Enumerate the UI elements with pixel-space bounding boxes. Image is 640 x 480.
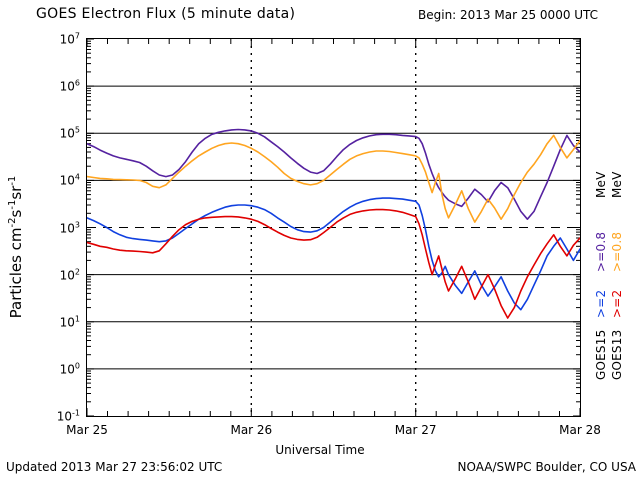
- x-tick-label: Mar 25: [66, 423, 108, 437]
- y-tick-label: 103: [59, 220, 80, 235]
- begin-time-label: Begin: 2013 Mar 25 0000 UTC: [418, 8, 599, 22]
- x-axis-title: Universal Time: [0, 443, 640, 457]
- x-tick-label: Mar 26: [230, 423, 273, 437]
- legend-goes13-unit: MeV: [610, 171, 624, 198]
- y-axis-title: Particles cm-2s-1sr-1: [7, 175, 25, 319]
- y-tick-label: 106: [59, 78, 80, 94]
- updated-timestamp: Updated 2013 Mar 27 23:56:02 UTC: [6, 460, 223, 474]
- y-tick-label: 105: [59, 125, 80, 141]
- y-tick-label: 102: [59, 267, 80, 283]
- page-title: GOES Electron Flux (5 minute data): [36, 6, 296, 22]
- y-tick-label: 10-1: [56, 408, 80, 424]
- legend-goes15-unit: MeV: [594, 171, 608, 198]
- y-tick-label: 104: [59, 172, 80, 188]
- legend-goes15-2mev: >=2: [594, 289, 608, 318]
- legend-goes13-2mev: >=2: [610, 289, 624, 318]
- y-tick-label: 100: [59, 361, 80, 377]
- x-tick-label: Mar 27: [394, 423, 437, 437]
- chart-plot-area: [86, 38, 581, 417]
- x-axis-title-text: Universal Time: [275, 443, 365, 457]
- data-series-line-0: [87, 128, 580, 220]
- chart-canvas: [87, 39, 580, 416]
- data-series-line-1: [87, 134, 580, 223]
- legend-goes15-name: GOES15: [594, 329, 608, 380]
- source-attribution: NOAA/SWPC Boulder, CO USA: [457, 460, 636, 474]
- data-series-line-3: [87, 208, 580, 319]
- legend-goes13-name: GOES13: [610, 329, 624, 380]
- y-tick-label: 101: [59, 314, 80, 330]
- data-series-line-2: [87, 197, 580, 311]
- y-tick-label: 107: [59, 31, 80, 47]
- legend-goes15-08mev: >=0.8: [594, 231, 608, 272]
- legend-goes13-08mev: >=0.8: [610, 231, 624, 272]
- x-tick-label: Mar 28: [559, 423, 601, 437]
